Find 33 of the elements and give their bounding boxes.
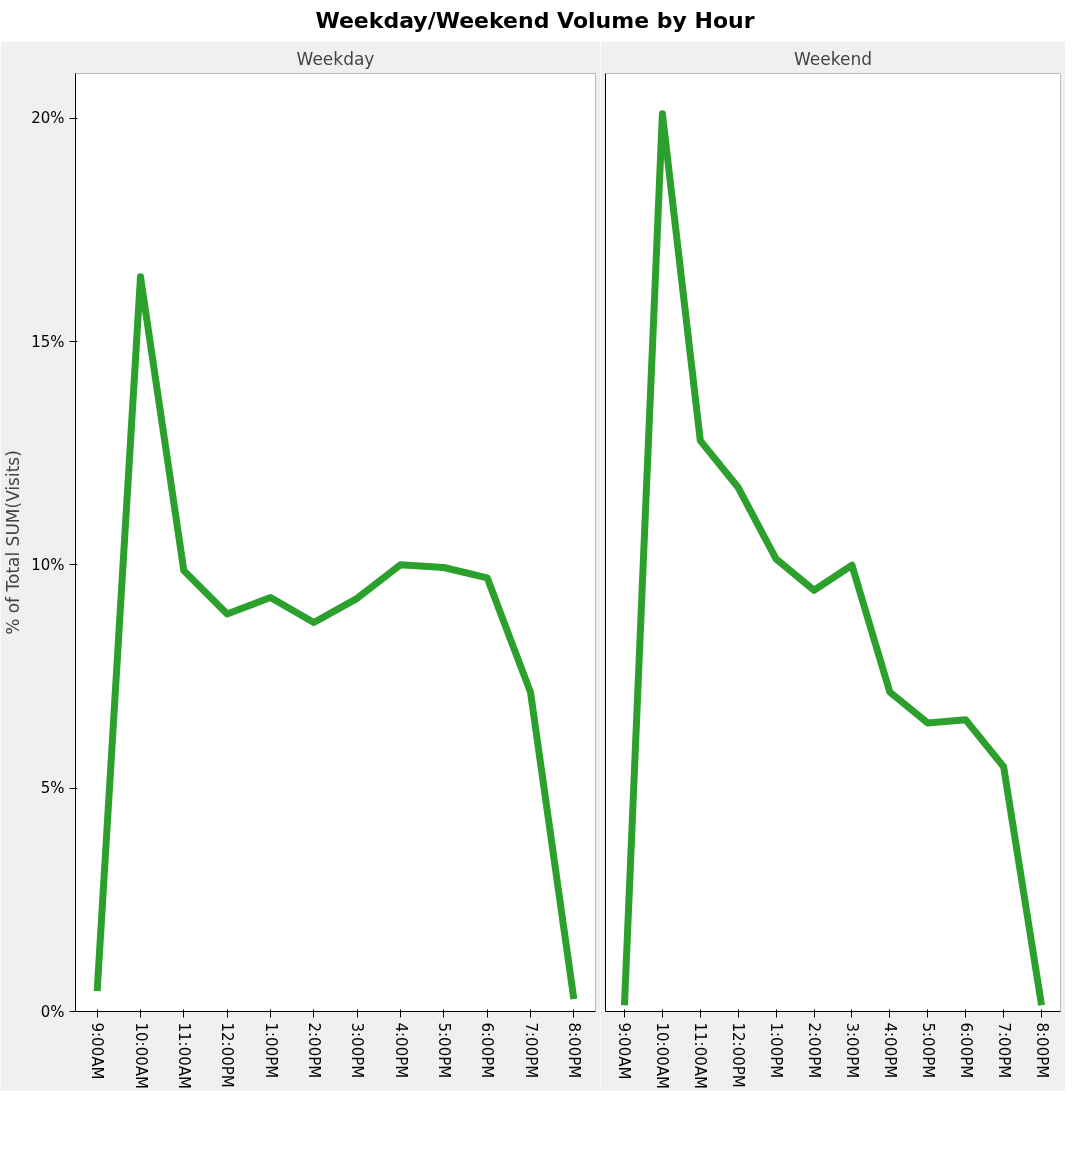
x-tick-label: 7:00PM <box>521 1022 540 1079</box>
y-tick-label: 5% <box>40 779 65 798</box>
y-axis-title: % of Total SUM(Visits) <box>3 450 24 636</box>
x-tick-label: 12:00PM <box>218 1022 237 1089</box>
x-tick-label: 4:00PM <box>391 1022 410 1079</box>
y-tick-label: 20% <box>31 109 65 128</box>
x-tick-label: 11:00AM <box>691 1022 710 1090</box>
x-tick-label: 6:00PM <box>478 1022 497 1079</box>
y-tick-label: 15% <box>31 332 65 351</box>
x-tick-label: 8:00PM <box>1032 1022 1051 1079</box>
x-tick-label: 8:00PM <box>564 1022 583 1079</box>
x-tick-label: 10:00AM <box>653 1022 672 1090</box>
x-tick-label: 1:00PM <box>767 1022 786 1079</box>
chart-title: Weekday/Weekend Volume by Hour <box>315 7 755 35</box>
y-tick-label: 0% <box>40 1002 65 1021</box>
x-tick-label: 2:00PM <box>304 1022 323 1079</box>
x-tick-label: 5:00PM <box>434 1022 453 1079</box>
x-tick-label: 4:00PM <box>880 1022 899 1079</box>
x-tick-label: 11:00AM <box>174 1022 193 1090</box>
y-tick-label: 10% <box>31 556 65 575</box>
x-tick-label: 5:00PM <box>918 1022 937 1079</box>
x-tick-label: 2:00PM <box>805 1022 824 1079</box>
x-tick-label: 3:00PM <box>842 1022 861 1079</box>
x-tick-label: 9:00AM <box>615 1022 634 1080</box>
chart-subtitle: Weekend <box>794 48 872 69</box>
x-tick-label: 6:00PM <box>956 1022 975 1079</box>
x-tick-label: 7:00PM <box>994 1022 1013 1079</box>
x-tick-label: 9:00AM <box>88 1022 107 1080</box>
x-tick-label: 1:00PM <box>261 1022 280 1079</box>
x-tick-label: 3:00PM <box>348 1022 367 1079</box>
x-tick-label: 12:00PM <box>729 1022 748 1089</box>
chart-subtitle: Weekday <box>296 48 375 69</box>
x-tick-label: 10:00AM <box>131 1022 150 1090</box>
